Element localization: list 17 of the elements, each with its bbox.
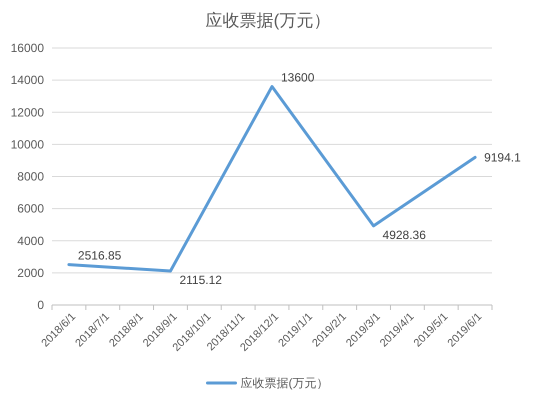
data-label: 9194.1 [484,150,521,164]
title: 应收票据(万元） [206,11,330,30]
y-tick-label: 8000 [17,170,44,184]
y-tick-label: 6000 [17,202,44,216]
y-tick-label: 0 [37,298,44,312]
data-label: 2115.12 [179,273,222,288]
data-label: 13600 [281,70,314,85]
y-tick-label: 2000 [17,266,44,280]
legend-label: 应收票据(万元） [240,376,328,390]
y-tick-label: 14000 [10,73,44,88]
y-tick-label: 4000 [17,234,44,248]
data-label: 2516.85 [78,248,122,263]
legend: 应收票据(万元） [206,376,328,390]
y-tick-label: 10000 [10,137,44,152]
y-tick-label: 16000 [10,41,44,55]
data-label: 4928.36 [382,228,426,242]
y-tick-label: 12000 [10,105,44,120]
